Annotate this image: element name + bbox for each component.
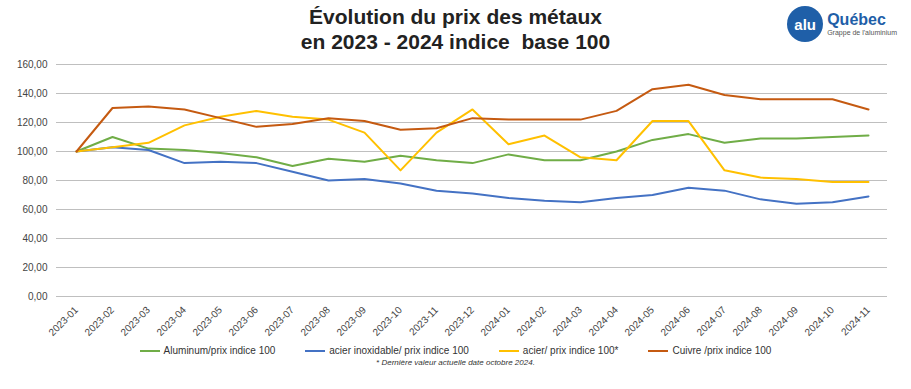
svg-text:2023-11: 2023-11 [407,304,441,338]
html-text:en 2023 - 2024 indice base 100: en 2023 - 2024 indice base 100 [300,30,611,53]
html-text:alu: alu [794,15,816,33]
svg-text:2024-01: 2024-01 [478,304,512,338]
svg-text:2023-12: 2023-12 [442,304,476,338]
svg-text:2023-09: 2023-09 [334,304,368,338]
svg-text:100,00: 100,00 [17,146,48,157]
svg-text:2024-07: 2024-07 [694,304,728,338]
svg-text:2023-10: 2023-10 [370,304,404,338]
svg-text:120,00: 120,00 [17,117,48,128]
svg-text:140,00: 140,00 [17,88,48,99]
svg-text:2024-03: 2024-03 [550,304,584,338]
svg-text:2024-02: 2024-02 [514,304,548,338]
svg-text:160,00: 160,00 [17,59,48,70]
svg-text:0,00: 0,00 [28,291,48,302]
html-text:acier inoxidable/ prix indice: acier inoxidable/ prix indice 100 [329,345,469,356]
html-text:acier/ prix indice 100*: acier/ prix indice 100* [522,345,619,356]
svg-text:2024-04: 2024-04 [586,304,620,338]
svg-text:2024-10: 2024-10 [802,304,836,338]
svg-text:2023-03: 2023-03 [118,304,152,338]
svg-text:2024-11: 2024-11 [839,304,873,338]
svg-text:2024-06: 2024-06 [658,304,692,338]
svg-text:2024-08: 2024-08 [730,304,764,338]
svg-text:2023-04: 2023-04 [154,304,188,338]
svg-text:20,00: 20,00 [22,262,47,273]
html-text:Cuivre /prix indice 100: Cuivre /prix indice 100 [672,345,772,356]
html-text:Aluminum/prix indice 100: Aluminum/prix indice 100 [163,345,276,356]
html-text:Grappe de l'aluminium: Grappe de l'aluminium [827,29,897,36]
svg-text:2023-02: 2023-02 [82,304,116,338]
html-text:Québec: Québec [827,11,886,28]
svg-text:60,00: 60,00 [22,204,47,215]
svg-text:40,00: 40,00 [22,233,47,244]
svg-text:2023-05: 2023-05 [190,304,224,338]
html-text:* Dernière valeur actuelle dat: * Dernière valeur actuelle date octobre … [376,358,535,367]
html-text:Évolution du prix des métaux: Évolution du prix des métaux [309,5,602,28]
svg-text:80,00: 80,00 [22,175,47,186]
svg-text:2024-05: 2024-05 [622,304,656,338]
svg-text:2023-07: 2023-07 [262,304,296,338]
svg-text:2024-09: 2024-09 [766,304,800,338]
svg-text:2023-08: 2023-08 [298,304,332,338]
svg-text:2023-06: 2023-06 [226,304,260,338]
svg-text:2023-01: 2023-01 [46,304,80,338]
